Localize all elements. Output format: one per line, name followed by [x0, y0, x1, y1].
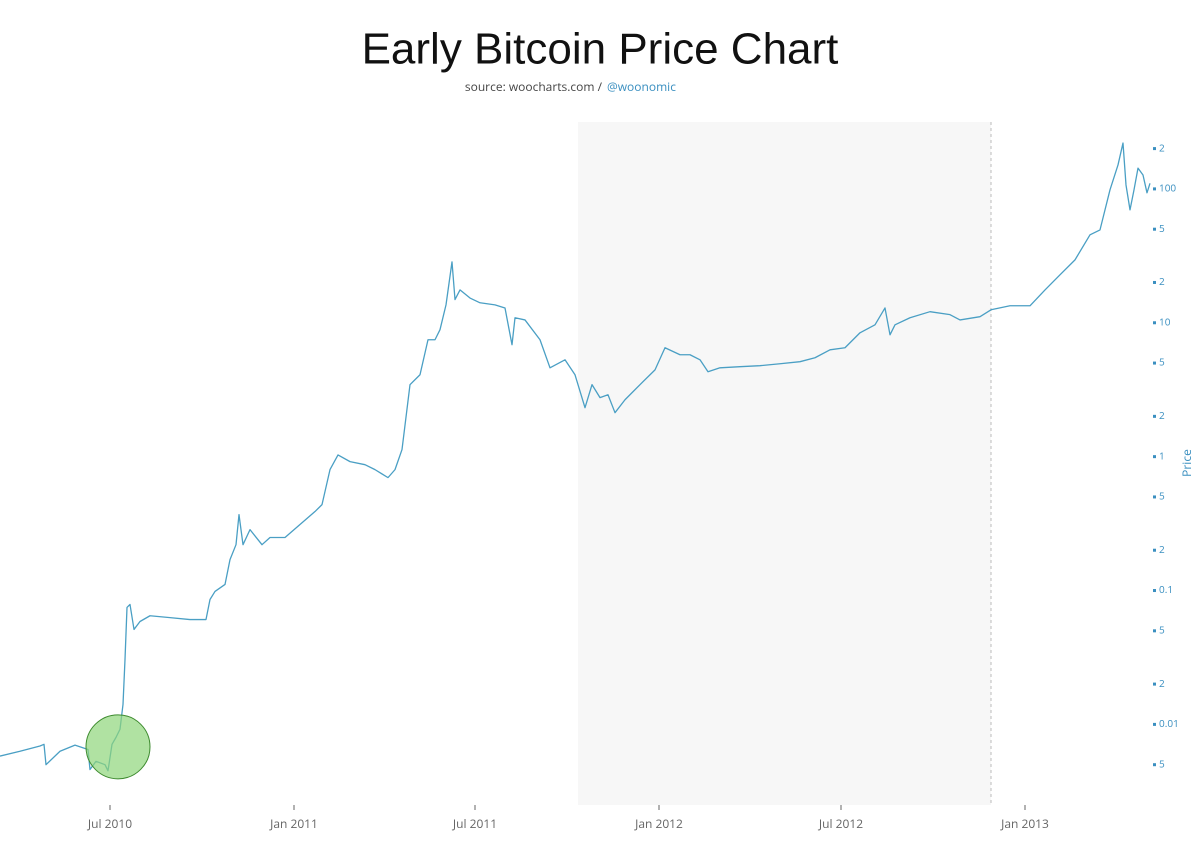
y-tick-label: 2 [1159, 140, 1165, 154]
y-tick-mark [1153, 548, 1156, 552]
y-tick-mark [1153, 414, 1156, 418]
y-tick-mark [1153, 361, 1156, 365]
x-tick-label: Jul 2010 [87, 815, 132, 832]
price-line [0, 142, 1151, 772]
y-tick-mark [1153, 147, 1156, 151]
y-tick-label: 5 [1159, 622, 1165, 636]
y-tick-label: 5 [1159, 355, 1165, 369]
y-tick-label: 5 [1159, 221, 1165, 235]
y-tick-mark [1153, 722, 1156, 726]
x-tick-label: Jan 2011 [269, 815, 318, 832]
y-tick-mark [1153, 629, 1156, 633]
y-tick-label: 5 [1159, 756, 1165, 770]
y-tick-mark [1153, 455, 1156, 459]
y-tick-label: 2 [1159, 408, 1165, 422]
y-tick-mark [1153, 682, 1156, 686]
source: source: woocharts.com / [465, 78, 603, 95]
y-tick-label: 0.1 [1159, 582, 1173, 596]
y-tick-mark [1153, 187, 1156, 191]
chart-title: Early Bitcoin Price Chart [362, 25, 839, 74]
x-tick-label: Jul 2012 [818, 815, 863, 832]
y-tick-mark [1153, 227, 1156, 231]
y-tick-label: 2 [1159, 542, 1165, 556]
y-tick-mark [1153, 763, 1156, 767]
y-tick-label: 1 [1159, 448, 1165, 462]
highlight-circle [85, 714, 151, 780]
y-tick-label: 2 [1159, 676, 1165, 690]
y-tick-label: 100 [1159, 181, 1176, 195]
y-tick-label: 0.01 [1159, 716, 1179, 730]
x-tick-label: Jan 2013 [1000, 815, 1049, 832]
source-handle: @woonomic [607, 78, 676, 95]
y-tick-mark [1153, 280, 1156, 284]
x-tick-label: Jan 2012 [634, 815, 683, 832]
y-tick-mark [1153, 321, 1156, 325]
shaded-range [578, 122, 991, 805]
y-tick-label: 10 [1159, 314, 1171, 328]
x-tick-label: Jul 2011 [452, 815, 497, 832]
y-tick-label: 5 [1159, 489, 1165, 503]
y-tick-label: 2 [1159, 274, 1165, 288]
y-axis-title: Price [1178, 449, 1195, 477]
y-tick-mark [1153, 495, 1156, 499]
y-tick-mark [1153, 589, 1156, 593]
